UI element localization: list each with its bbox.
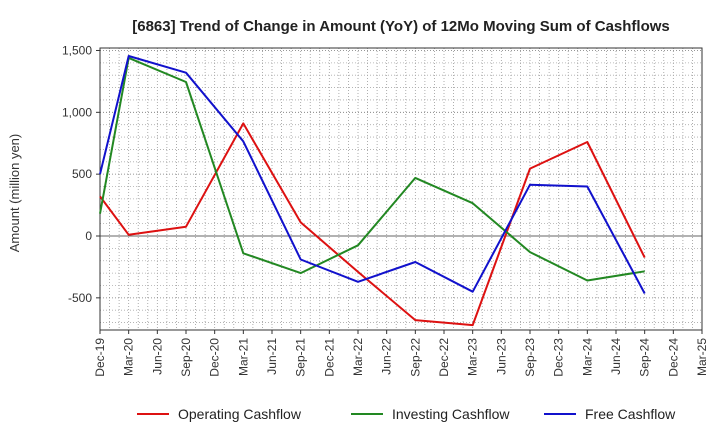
x-tick-label: Jun-22	[380, 338, 394, 375]
y-tick-label: 500	[72, 167, 92, 181]
x-tick-labels: Dec-19 Mar-20 Jun-20 Sep-20 Dec-20 Mar-21 Jun-…	[93, 330, 709, 377]
x-tick-label: Sep-22	[408, 338, 422, 377]
y-tick-labels: -500 0 500 1,000 1,500	[62, 43, 100, 305]
x-tick-label: Dec-20	[208, 338, 222, 377]
legend: Operating Cashflow Investing Cashflow Free…	[137, 406, 676, 422]
series-line-investing-cashflow	[99, 56, 645, 282]
x-tick-label: Mar-25	[695, 338, 709, 376]
x-tick-label: Mar-20	[122, 338, 136, 376]
x-tick-label: Jun-20	[150, 338, 164, 375]
x-tick-label: Jun-21	[265, 338, 279, 375]
y-axis-label: Amount (million yen)	[7, 134, 22, 253]
x-tick-label: Dec-21	[322, 338, 336, 377]
plot-frame	[99, 47, 703, 331]
y-tick-label: 1,500	[62, 43, 92, 57]
x-tick-label: Jun-24	[609, 338, 623, 375]
legend-label: Investing Cashflow	[392, 406, 510, 422]
x-tick-label: Mar-23	[466, 338, 480, 376]
series-lines	[99, 55, 646, 327]
x-tick-label: Sep-23	[523, 338, 537, 377]
x-tick-label: Dec-24	[666, 338, 680, 377]
y-tick-label: 0	[85, 229, 92, 243]
series-line-free-cashflow	[99, 55, 646, 294]
x-tick-label: Sep-24	[638, 338, 652, 377]
x-tick-label: Dec-22	[437, 338, 451, 377]
series-line-operating-cashflow	[99, 122, 646, 327]
x-tick-label: Sep-20	[179, 338, 193, 377]
grid	[99, 48, 703, 330]
y-tick-label: 1,000	[62, 105, 92, 119]
legend-label: Operating Cashflow	[178, 406, 302, 422]
x-tick-label: Jun-23	[494, 338, 508, 375]
x-tick-label: Mar-22	[351, 338, 365, 376]
legend-label: Free Cashflow	[585, 406, 676, 422]
x-tick-label: Dec-23	[552, 338, 566, 377]
axes	[99, 47, 703, 331]
x-tick-label: Dec-19	[93, 338, 107, 377]
x-tick-label: Mar-24	[580, 338, 594, 376]
chart-title: [6863] Trend of Change in Amount (YoY) o…	[132, 18, 670, 35]
y-tick-label: -500	[68, 291, 92, 305]
x-tick-label: Sep-21	[294, 338, 308, 377]
x-tick-label: Mar-21	[236, 338, 250, 376]
